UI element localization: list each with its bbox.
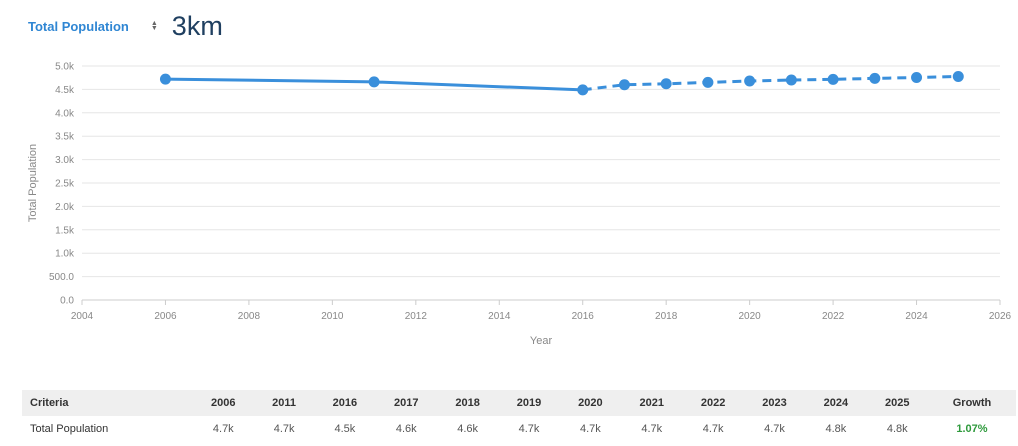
table-cell: 4.8k xyxy=(825,423,847,435)
x-tick-label: 2016 xyxy=(572,311,595,322)
y-axis-title: Total Population xyxy=(27,144,39,222)
growth-cell: 1.07% xyxy=(956,423,988,435)
column-header: 2017 xyxy=(394,397,419,409)
y-tick-label: 5.0k xyxy=(55,62,75,73)
data-point xyxy=(827,73,839,85)
x-tick-label: 2010 xyxy=(321,311,344,322)
data-point xyxy=(911,71,923,83)
column-header: 2023 xyxy=(762,397,787,409)
column-header: 2021 xyxy=(639,397,665,409)
table-cell: 4.6k xyxy=(457,423,479,435)
series-lines xyxy=(165,75,959,92)
data-point xyxy=(952,71,964,83)
column-header: 2016 xyxy=(332,397,358,409)
x-tick-label: 2006 xyxy=(154,311,177,322)
x-tick-label: 2014 xyxy=(488,311,511,322)
column-header: 2018 xyxy=(455,397,480,409)
column-header: 2019 xyxy=(516,397,542,409)
data-point xyxy=(702,76,714,88)
row-label: Total Population xyxy=(30,423,109,435)
column-header: 2022 xyxy=(700,397,726,409)
metric-selector[interactable]: Total Population ▲ ▼ xyxy=(28,19,158,34)
table-cell: 4.7k xyxy=(212,423,234,435)
data-point xyxy=(785,74,797,86)
y-tick-label: 2.5k xyxy=(55,179,75,190)
table-cell: 4.7k xyxy=(764,423,785,435)
table-cell: 4.6k xyxy=(395,423,417,435)
table-body: Total Population 4.7k 4.7k 4.5k 4.6k 4.6k 4.7k… xyxy=(22,416,1016,442)
column-header: 2011 xyxy=(272,397,297,409)
data-point xyxy=(618,79,630,91)
data-point xyxy=(660,78,672,90)
chart-header: Total Population ▲ ▼ 3km xyxy=(28,10,223,42)
x-axis-ticks: 2004 2006 2008 2010 2012 2014 2016 2018 2020 2022… xyxy=(71,311,1012,322)
x-tick-label: 2008 xyxy=(238,311,261,322)
x-tick-label: 2024 xyxy=(905,311,928,322)
table-cell: 4.5k xyxy=(334,423,356,435)
data-point xyxy=(577,84,589,96)
y-axis-ticks: 0.0 500.0 1.0k 1.5k 2.0k 2.5k 3.0k 3.5k 4.0k 4.5k… xyxy=(49,62,75,307)
x-tick-label: 2018 xyxy=(655,311,678,322)
column-header: 2024 xyxy=(823,397,849,409)
data-point xyxy=(869,72,881,84)
population-line-chart: 0.0 500.0 1.0k 1.5k 2.0k 2.5k 3.0k 3.5k 4.0k 4.5k… xyxy=(27,62,1012,348)
table-cell: 4.7k xyxy=(273,423,295,435)
metric-label: Total Population xyxy=(28,18,129,34)
y-tick-label: 2.0k xyxy=(55,202,75,213)
table-cell: 4.7k xyxy=(702,423,724,435)
column-header: 2025 xyxy=(885,397,910,409)
table-cell: 4.7k xyxy=(641,423,663,435)
data-point xyxy=(159,73,171,85)
table-header-row: Criteria 2006 2011 2016 2017 2018 2019 2020 2021… xyxy=(22,390,1016,416)
x-tick-label: 2022 xyxy=(822,311,845,322)
x-tick-label: 2020 xyxy=(739,311,762,322)
column-header: Criteria xyxy=(30,397,69,409)
data-point xyxy=(744,75,756,87)
y-tick-label: 3.5k xyxy=(55,132,75,143)
y-tick-label: 500.0 xyxy=(49,272,74,283)
table-cell: 4.8k xyxy=(886,423,908,435)
y-tick-label: 0.0 xyxy=(60,296,74,307)
y-tick-label: 4.5k xyxy=(55,85,75,96)
x-tick-label: 2004 xyxy=(71,311,94,322)
column-header: 2020 xyxy=(578,397,603,409)
x-tick-label: 2012 xyxy=(405,311,428,322)
y-tick-label: 1.5k xyxy=(55,225,75,236)
chart-grid xyxy=(81,65,1001,305)
x-axis-title: Year xyxy=(530,335,553,347)
data-table: Criteria 2006 2011 2016 2017 2018 2019 2020 2021… xyxy=(22,390,1016,442)
table-cell: 4.7k xyxy=(518,423,540,435)
data-point xyxy=(368,76,380,88)
radius-value: 3km xyxy=(171,10,223,41)
series-points xyxy=(159,71,964,96)
table-cell: 4.7k xyxy=(580,423,601,435)
series-line-dashed xyxy=(582,75,959,92)
column-header: Growth xyxy=(952,397,992,409)
sort-arrows-icon[interactable]: ▲ ▼ xyxy=(150,20,158,32)
x-tick-label: 2026 xyxy=(989,311,1012,322)
column-header: 2006 xyxy=(211,397,236,409)
y-tick-label: 3.0k xyxy=(55,155,75,166)
y-tick-label: 1.0k xyxy=(55,249,75,260)
table-row: Total Population 4.7k 4.7k 4.5k 4.6k 4.6k 4.7k… xyxy=(22,416,1016,442)
y-tick-label: 4.0k xyxy=(55,108,75,119)
